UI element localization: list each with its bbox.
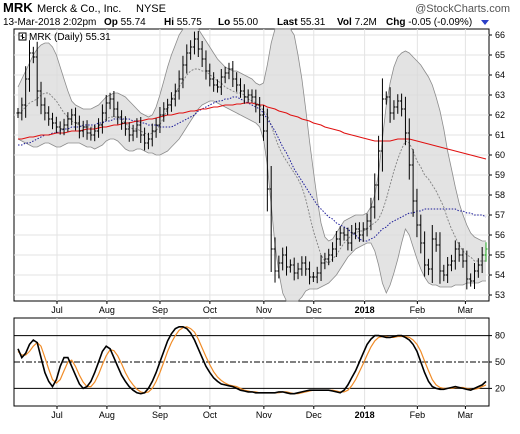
symbol-label: MRK <box>3 0 33 15</box>
price-panel: 53 54 55 56 57 58 59 60 61 62 63 64 65 66 MRK (Daily)… <box>13 28 505 302</box>
stochastic-x-tick-label: Aug <box>99 410 115 420</box>
bollinger-bands <box>17 28 486 302</box>
stochastic-x-tick-label: Jul <box>51 410 63 420</box>
ma-50-line <box>18 96 487 242</box>
price-x-tick-label: Feb <box>410 305 426 315</box>
price-y-tick-label: 63 <box>495 90 505 100</box>
price-x-tick-label: Jul <box>51 305 63 315</box>
price-x-tick-label: 2018 <box>355 305 375 315</box>
legend-label: MRK (Daily) 55.31 <box>29 32 111 43</box>
quote-open: Op 55.74 <box>104 17 146 28</box>
price-y-tick-label: 59 <box>495 170 505 180</box>
price-y-tick-label: 58 <box>495 190 505 200</box>
stochastic-lines <box>17 325 487 395</box>
stochastic-y-tick-label: 20 <box>495 383 505 393</box>
price-x-tick-label: Aug <box>99 305 115 315</box>
company-name: Merck & Co., Inc. <box>37 3 121 15</box>
price-x-tick-label: Dec <box>306 305 323 315</box>
stochastic-x-tick-label: Nov <box>256 410 273 420</box>
price-y-tick-label: 56 <box>495 230 505 240</box>
stochastic-x-tick-label: Oct <box>203 410 218 420</box>
price-x-tick-label: Oct <box>203 305 218 315</box>
price-y-tick-label: 61 <box>495 130 505 140</box>
price-y-tick-label: 54 <box>495 270 505 280</box>
price-bars <box>16 31 488 290</box>
exchange-label: NYSE <box>136 3 166 15</box>
price-y-axis: 53 54 55 56 57 58 59 60 61 62 63 64 65 66 <box>489 30 505 300</box>
price-x-tick-label: Nov <box>256 305 273 315</box>
stochastic-y-axis: 20 50 80 <box>489 331 505 393</box>
price-y-tick-label: 65 <box>495 50 505 60</box>
quote-change: Chg -0.05 (-0.09%) <box>386 17 472 28</box>
quote-datetime: 13-Mar-2018 2:02pm <box>3 17 96 28</box>
quote-high: Hi 55.75 <box>164 17 202 28</box>
stochastic-x-tick-label: Mar <box>458 410 474 420</box>
price-y-tick-label: 66 <box>495 30 505 40</box>
watermark: @StockCharts.com <box>415 3 510 15</box>
stochastic-panel: 20 50 80 <box>13 317 505 407</box>
price-legend: MRK (Daily) 55.31 <box>18 32 111 43</box>
bollinger-upper-line <box>17 28 486 242</box>
price-y-tick-label: 53 <box>495 290 505 300</box>
stochastic-x-tick-label: 2018 <box>355 410 375 420</box>
stochastic-x-tick-label: Sep <box>152 410 168 420</box>
stochastic-x-tick-label: Feb <box>410 410 426 420</box>
stochastic-x-tick-label: Dec <box>306 410 323 420</box>
price-x-tick-label: Mar <box>458 305 474 315</box>
price-y-tick-label: 62 <box>495 110 505 120</box>
price-x-axis: Jul Aug Sep Oct Nov Dec 2018 Feb Mar <box>51 301 473 315</box>
bollinger-fill <box>18 29 486 301</box>
quote-low: Lo 55.00 <box>218 17 258 28</box>
stochastic-y-tick-label: 80 <box>495 331 505 341</box>
price-y-tick-label: 64 <box>495 70 505 80</box>
quote-last: Last 55.31 <box>277 17 326 28</box>
stochastic-x-axis: Jul Aug Sep Oct Nov Dec 2018 Feb Mar <box>51 406 473 420</box>
stochastic-k-line <box>17 325 487 395</box>
price-y-tick-label: 55 <box>495 250 505 260</box>
quote-volume: Vol 7.2M <box>337 17 377 28</box>
legend-swatch-icon <box>20 34 25 39</box>
stochastic-y-tick-label: 50 <box>495 357 505 367</box>
price-y-tick-label: 60 <box>495 150 505 160</box>
down-triangle-icon <box>481 20 489 25</box>
price-x-tick-label: Sep <box>152 305 168 315</box>
bollinger-lower-line <box>17 100 486 302</box>
ma-200-line <box>18 102 487 160</box>
price-y-tick-label: 57 <box>495 210 505 220</box>
